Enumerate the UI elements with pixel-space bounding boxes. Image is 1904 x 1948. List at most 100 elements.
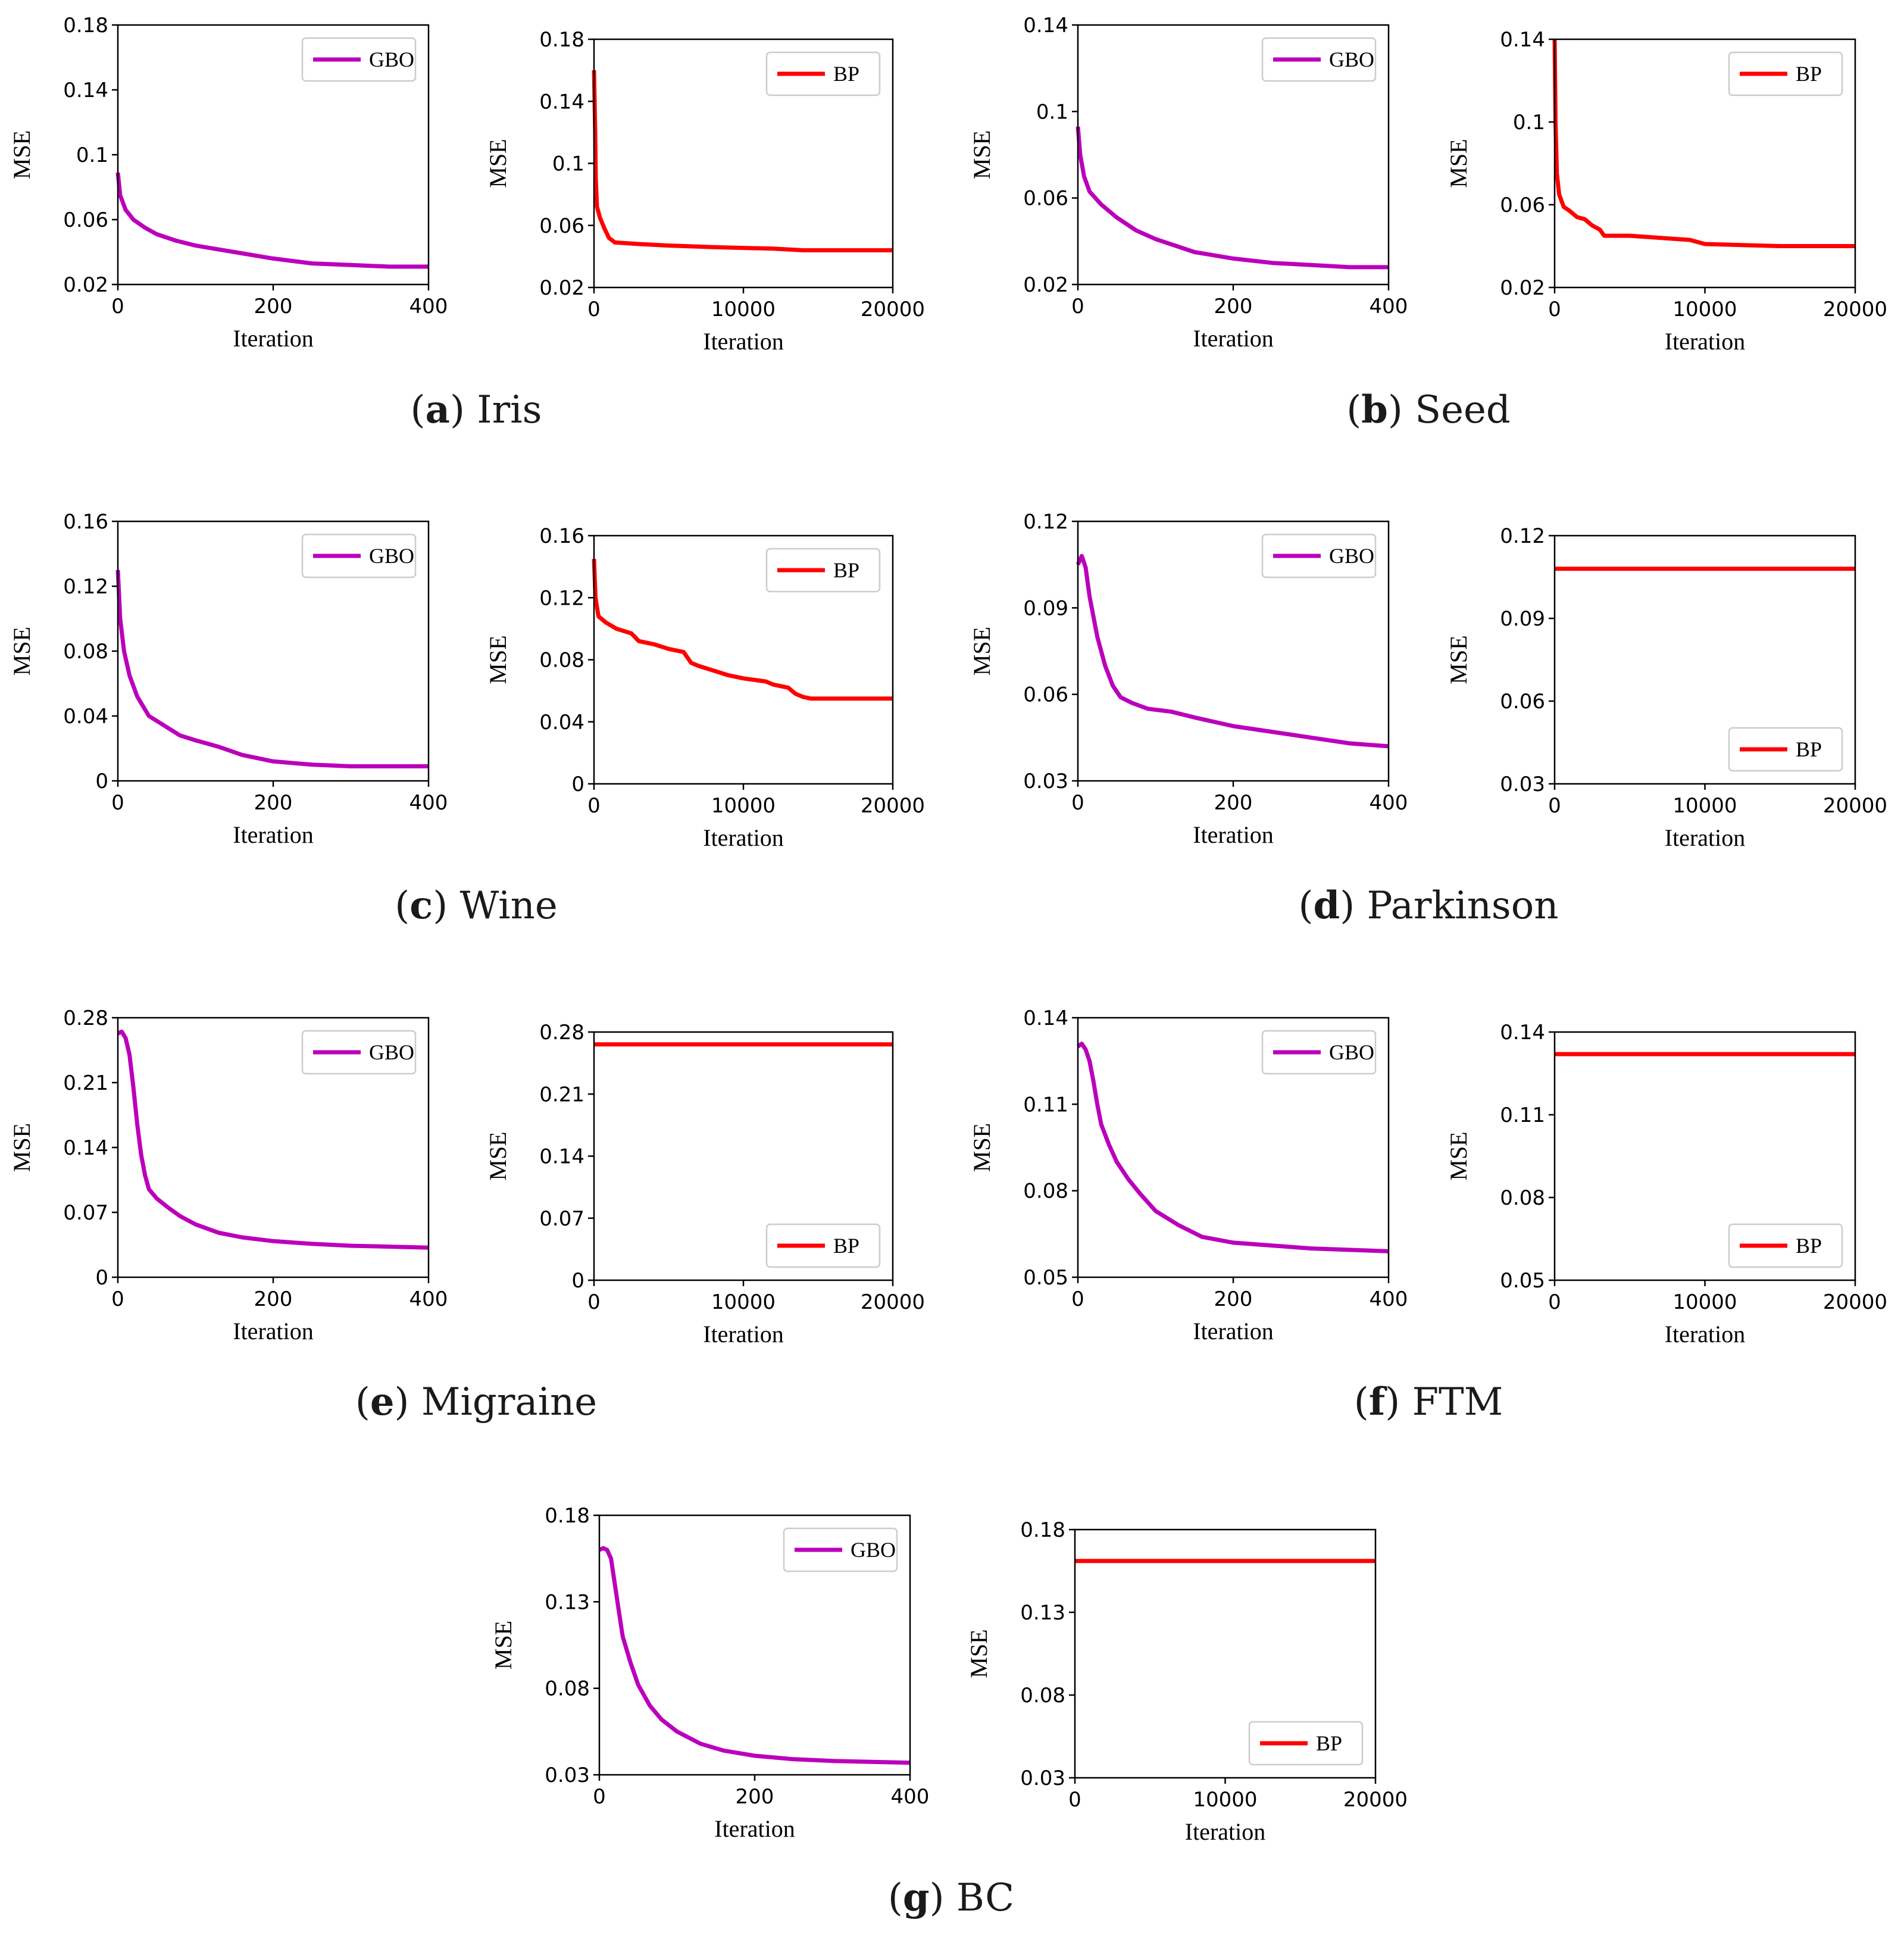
caption-f: (f) FTM [1354,1380,1503,1424]
series-line-bp [1552,39,1855,248]
legend: BP [765,51,881,96]
caption-text: Iris [477,388,542,432]
x-tick-label: 10000 [1672,1290,1737,1314]
y-tick-label: 0.14 [1500,28,1545,52]
x-tick-label: 200 [254,295,293,318]
x-tick-label: 200 [254,791,293,815]
x-tick-label: 20000 [861,794,925,818]
x-axis-label: Iteration [1193,821,1274,848]
panel-d-gbo: 0 200 400 0.03 0.06 0.09 0.12 Iteration MSE GBO [968,510,1408,848]
y-tick-label: 0.14 [1023,14,1068,37]
series-line-gbo [115,570,429,768]
x-tick-label: 0 [111,791,124,815]
y-tick-label: 0.02 [1023,273,1068,297]
x-tick-label: 200 [1214,1287,1253,1311]
y-axis-label: MSE [484,139,511,187]
x-tick-label: 0 [111,295,124,318]
panel-f-gbo: 0 200 400 0.05 0.08 0.11 0.14 Iteration MSE GBO [968,1006,1408,1344]
legend: BP [765,548,881,593]
legend: BP [1728,51,1843,96]
y-tick-label: 0.16 [63,510,108,534]
y-tick-label: 0.08 [1023,1180,1068,1203]
legend-label: GBO [369,1040,414,1064]
series-line-gbo [1076,126,1389,270]
y-tick-label: 0.11 [1023,1093,1068,1117]
y-axis-label: MSE [965,1629,992,1678]
x-axis-label: Iteration [714,1815,795,1842]
x-tick-label: 400 [1370,1287,1408,1311]
caption-paren-close: ) [1340,884,1367,928]
y-tick-label: 0.14 [63,79,108,102]
y-tick-label: 0.06 [63,208,108,232]
y-axis-label: MSE [8,130,35,179]
legend-label: GBO [1329,1040,1374,1064]
x-tick-label: 20000 [1343,1788,1408,1812]
caption-g: (g) BC [888,1875,1014,1920]
caption-paren-close: ) [1385,1380,1412,1424]
panel-e-bp: 0 10000 20000 0 0.07 0.14 0.21 0.28 Iteration MSE… [484,1021,925,1347]
x-tick-label: 400 [409,791,448,815]
x-axis-label: Iteration [233,325,314,352]
x-tick-label: 400 [891,1785,930,1809]
y-tick-label: 0.08 [1500,1186,1545,1210]
caption-letter: b [1361,387,1388,432]
y-tick-label: 0.14 [63,1136,108,1160]
x-axis-label: Iteration [1665,824,1746,851]
caption-paren-close: ) [1388,388,1415,432]
x-tick-label: 400 [409,295,448,318]
caption-letter: f [1369,1380,1387,1424]
series-line-gbo [115,172,429,269]
caption-text: Parkinson [1367,884,1559,928]
y-tick-label: 0.12 [1023,510,1068,534]
panel-d-bp: 0 10000 20000 0.03 0.06 0.09 0.12 Iteration MSE B… [1445,524,1887,851]
series-line-bp [592,558,893,701]
y-tick-label: 0.08 [63,640,108,664]
caption-paren-open: ( [1354,1380,1369,1424]
y-tick-label: 0.21 [539,1083,584,1106]
y-axis-label: MSE [1445,1131,1472,1180]
y-tick-label: 0 [95,1266,108,1290]
y-axis-label: MSE [484,1131,511,1180]
caption-paren-close: ) [450,388,477,432]
y-tick-label: 0.1 [1513,111,1545,135]
y-axis-label: MSE [1445,139,1472,187]
legend-label: BP [1796,737,1822,761]
x-tick-label: 200 [736,1785,774,1809]
x-tick-label: 0 [1071,791,1084,815]
panel-a-bp: 0 10000 20000 0.02 0.06 0.1 0.14 0.18 Iteration M… [484,28,925,355]
legend-label: BP [1316,1731,1342,1755]
y-axis-label: MSE [1445,635,1472,684]
caption-paren-close: ) [395,1380,421,1424]
caption-paren-open: ( [1346,388,1361,432]
x-tick-label: 20000 [861,1290,925,1314]
x-tick-label: 10000 [711,1290,776,1314]
caption-paren-open: ( [411,388,426,432]
x-tick-label: 0 [1071,295,1084,318]
caption-d: (d) Parkinson [1298,883,1558,928]
caption-letter: a [426,387,450,432]
y-tick-label: 0.08 [545,1677,590,1701]
y-tick-label: 0.18 [1020,1518,1065,1542]
caption-paren-close: ) [433,884,459,928]
x-axis-label: Iteration [1185,1818,1266,1845]
panel-g-gbo: 0 200 400 0.03 0.08 0.13 0.18 Iteration MSE GBO [490,1504,929,1842]
x-tick-label: 20000 [1823,794,1887,818]
panel-g-bp: 0 10000 20000 0.03 0.08 0.13 0.18 Iteration MSE B… [965,1518,1408,1845]
y-tick-label: 0.1 [76,143,108,167]
y-axis-label: MSE [968,130,995,179]
x-tick-label: 200 [1214,295,1253,318]
caption-text: BC [956,1876,1014,1920]
y-tick-label: 0.07 [539,1207,584,1231]
series-line-gbo [117,1029,429,1250]
legend: GBO [1261,37,1377,82]
y-tick-label: 0.06 [1500,690,1545,714]
y-axis-label: MSE [484,635,511,684]
caption-text: Migraine [421,1380,597,1424]
y-tick-label: 0.05 [1023,1266,1068,1290]
x-tick-label: 10000 [1193,1788,1257,1812]
legend-label: GBO [369,544,414,568]
y-tick-label: 0.03 [545,1763,590,1787]
caption-letter: d [1313,883,1340,928]
y-tick-label: 0.14 [1023,1006,1068,1030]
